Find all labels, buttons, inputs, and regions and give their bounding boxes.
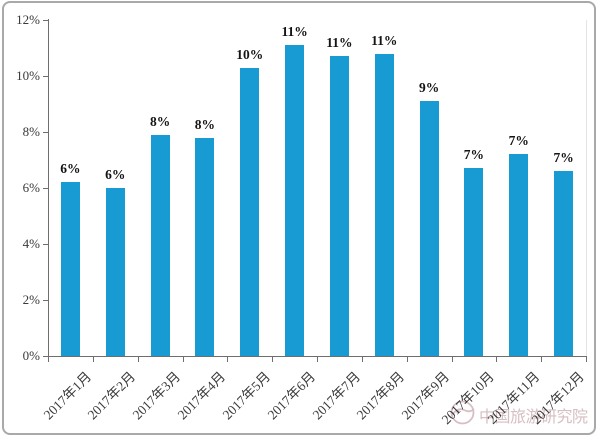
bar [105,188,125,356]
bar-value-label: 8% [149,114,171,129]
x-axis-tick [407,356,408,362]
bar-value-label: 11% [326,35,353,50]
x-axis-tick [227,356,228,362]
y-axis-tick [43,300,48,301]
x-axis-category-label: 2017年5月 [219,368,274,423]
bar [509,154,529,356]
bar [60,182,80,356]
x-axis-line [48,356,587,357]
y-axis-tick-label: 10% [16,68,40,83]
bar [464,168,484,356]
bar [374,54,394,356]
x-axis-tick [93,356,94,362]
bar-value-label: 11% [281,24,308,39]
y-axis-tick [43,132,48,133]
bar-value-label: 8% [194,117,216,132]
y-axis-tick [43,244,48,245]
x-axis-tick [183,356,184,362]
x-axis-tick [317,356,318,362]
x-axis-category-label: 2017年4月 [174,368,229,423]
y-axis-tick [43,20,48,21]
x-axis-tick [272,356,273,362]
y-axis-tick-label: 12% [16,12,40,27]
x-axis-category-label: 2017年6月 [264,368,319,423]
y-axis-line [48,19,49,357]
bar [195,138,215,356]
x-axis-category-label: 2017年7月 [309,368,363,423]
plot-area-right-edge [586,20,587,356]
x-axis-tick [138,356,139,362]
x-axis-category-label: 2017年2月 [85,368,139,423]
bar [150,135,170,356]
y-axis-tick-label: 4% [22,236,40,251]
y-axis-tick-label: 2% [22,292,40,307]
y-axis-tick [43,356,48,357]
bar [419,101,439,356]
bar-value-label: 7% [463,147,485,162]
x-axis-category-label: 2017年3月 [129,368,184,423]
watermark: 中国旅游研究院 [449,399,588,431]
bar-value-label: 6% [60,161,81,176]
bar-value-label: 6% [105,167,126,182]
watermark-text: 中国旅游研究院 [479,409,588,426]
x-axis-tick [362,356,363,362]
bar-value-label: 9% [418,80,440,95]
y-axis-tick [43,76,48,77]
bar [240,68,260,356]
china-tourism-academy-logo-icon [449,399,479,431]
bar [285,45,305,356]
y-axis-tick-label: 6% [22,180,40,195]
bar [329,56,349,356]
x-axis-tick [496,356,497,362]
y-axis-tick-label: 0% [22,348,40,363]
bar [554,171,574,356]
bar-value-label: 10% [236,47,264,62]
bar-value-label: 7% [508,133,529,148]
x-axis-tick [541,356,542,362]
x-axis-category-label: 2017年1月 [40,368,94,423]
x-axis-tick [452,356,453,362]
x-axis-category-label: 2017年8月 [354,368,408,423]
y-axis-tick [43,188,48,189]
y-axis-tick-label: 8% [22,124,40,139]
x-axis-tick [48,356,49,362]
x-axis-tick [586,356,587,362]
bar-value-label: 11% [371,33,398,48]
bar-value-label: 7% [553,150,574,165]
